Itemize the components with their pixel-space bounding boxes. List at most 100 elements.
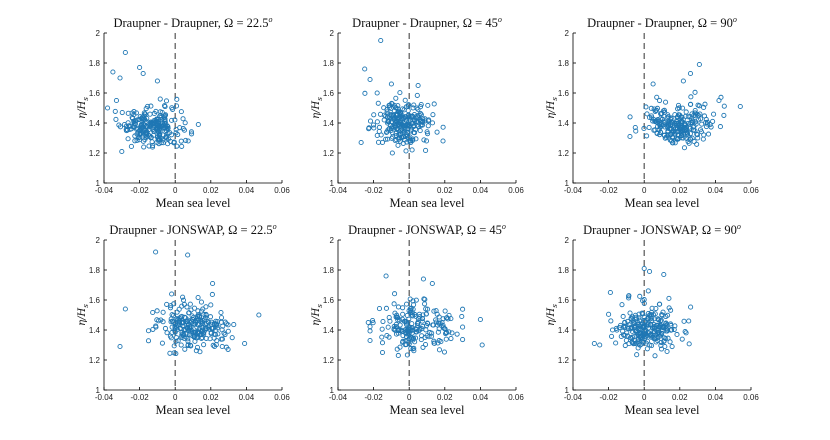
data-point	[145, 328, 152, 334]
data-point	[687, 101, 694, 108]
data-point	[225, 346, 231, 352]
data-point	[425, 123, 431, 129]
data-point	[403, 301, 410, 307]
data-point	[379, 326, 385, 332]
data-points	[105, 49, 201, 155]
data-point	[423, 327, 429, 333]
data-point	[194, 324, 200, 330]
data-point	[416, 311, 422, 317]
data-point	[414, 320, 420, 326]
data-point	[410, 298, 416, 304]
data-point	[646, 268, 653, 275]
data-point	[384, 333, 390, 339]
data-point	[220, 323, 226, 329]
data-point	[122, 306, 128, 312]
data-point	[703, 116, 709, 123]
data-point	[664, 348, 670, 355]
data-point	[701, 132, 707, 138]
y-tick-label: 1.6	[558, 89, 570, 98]
data-point	[421, 137, 427, 143]
data-point	[442, 326, 448, 332]
x-tick-label: -0.04	[95, 393, 114, 402]
scatter-panel-3: -0.04 -0.02 0 0.02 0.04 0.06 1 1.2 1.4 1.6 1.8 2 Dra…	[546, 15, 759, 210]
x-tick-label: -0.04	[95, 186, 114, 195]
y-tick-label: 2	[330, 29, 335, 38]
x-tick-label: -0.02	[364, 186, 383, 195]
data-point	[173, 338, 179, 344]
data-point	[668, 131, 674, 137]
x-tick-label: 0	[173, 393, 178, 402]
data-point	[171, 319, 177, 325]
data-point	[125, 136, 131, 142]
data-point	[398, 328, 404, 334]
data-point	[151, 128, 157, 134]
data-point	[664, 328, 670, 334]
data-point	[366, 126, 372, 132]
data-point	[404, 312, 410, 318]
data-point	[182, 120, 188, 126]
data-point	[479, 342, 485, 348]
y-tick-label: 1	[565, 386, 570, 395]
data-point	[410, 306, 416, 312]
data-point	[691, 123, 697, 129]
data-point	[665, 114, 671, 120]
data-point	[144, 134, 150, 140]
data-point	[591, 340, 597, 347]
data-point	[613, 340, 619, 346]
x-tick-label: 0.02	[672, 393, 688, 402]
y-tick-label: 2	[565, 29, 570, 38]
data-point	[422, 301, 428, 307]
axes-frame	[337, 33, 516, 184]
data-point	[203, 335, 209, 341]
data-point	[225, 322, 231, 328]
x-tick-label: 0.06	[743, 186, 759, 195]
data-point	[460, 324, 466, 330]
data-point	[150, 143, 156, 149]
x-tick-label: 0.02	[437, 393, 453, 402]
data-point	[657, 301, 663, 307]
data-point	[209, 291, 215, 298]
data-point	[404, 139, 410, 145]
x-tick-label: 0.04	[239, 186, 255, 195]
data-point	[619, 302, 625, 308]
data-point	[441, 349, 448, 355]
data-point	[161, 120, 167, 126]
data-point	[187, 301, 193, 307]
data-point	[639, 310, 645, 316]
data-point	[662, 135, 668, 141]
data-point	[141, 110, 147, 116]
data-point	[654, 322, 660, 328]
data-point	[440, 124, 446, 130]
data-point	[148, 103, 154, 109]
data-point	[214, 338, 220, 344]
data-point	[686, 341, 692, 347]
data-point	[201, 342, 207, 348]
data-point	[643, 104, 649, 110]
data-point	[113, 116, 119, 122]
data-point	[173, 130, 179, 136]
data-point	[180, 297, 187, 303]
data-point	[154, 116, 160, 122]
x-tick-label: -0.02	[599, 186, 618, 195]
scatter-panel-5: -0.04 -0.02 0 0.02 0.04 0.06 1 1.2 1.4 1.6 1.8 2 Dra…	[311, 222, 524, 417]
data-point	[389, 135, 395, 141]
data-point	[636, 315, 642, 321]
data-point	[411, 102, 417, 108]
data-point	[170, 106, 176, 112]
data-point	[663, 99, 669, 105]
data-point	[209, 319, 215, 325]
data-point	[420, 344, 426, 350]
data-point	[448, 336, 454, 342]
data-point	[374, 119, 380, 125]
data-point	[202, 321, 208, 327]
data-point	[177, 125, 183, 131]
x-axis-label: Mean sea level	[625, 196, 700, 210]
y-tick-label: 2	[96, 29, 101, 38]
data-point	[147, 111, 153, 117]
data-point	[653, 305, 659, 312]
data-point	[186, 318, 192, 324]
y-tick-label: 2	[565, 236, 570, 245]
data-point	[195, 121, 201, 128]
data-point	[383, 305, 389, 311]
